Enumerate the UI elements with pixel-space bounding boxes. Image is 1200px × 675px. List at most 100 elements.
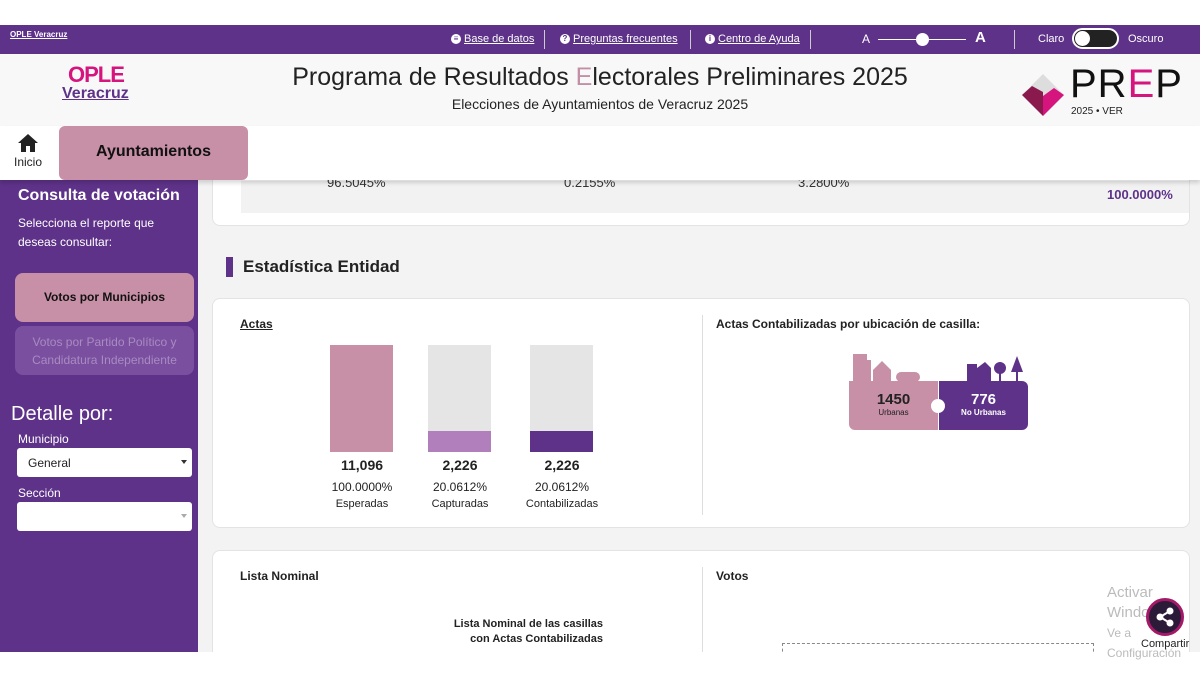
header: OPLE Veracruz Programa de Resultados Elec… <box>0 54 1200 126</box>
summary-pct: 96.5045% <box>327 180 386 190</box>
home-label: Inicio <box>13 155 42 169</box>
divider <box>702 567 703 652</box>
divider <box>810 30 811 49</box>
nav-bar: Inicio Ayuntamientos <box>0 126 1200 180</box>
share-icon <box>1156 607 1174 627</box>
lista-chart-title-line: con Actas Contabilizadas <box>470 633 603 645</box>
city-country-icon <box>853 354 1023 382</box>
tab-ayuntamientos[interactable]: Ayuntamientos <box>59 126 248 180</box>
actas-card: Actas 11,096 100.0000% Esperadas 2,226 20.06… <box>212 298 1190 528</box>
acta-value: 11,096 <box>340 457 384 473</box>
preguntas-link[interactable]: ? Preguntas frecuentes <box>560 33 678 45</box>
logo-top: OPLE <box>68 62 125 87</box>
no-urbanas-label: No Urbanas <box>961 408 1006 417</box>
summary-pct: 0.2155% <box>564 180 616 190</box>
page-subtitle: Elecciones de Ayuntamientos de Veracruz … <box>451 96 749 112</box>
chevron-down-icon <box>181 514 187 518</box>
prep-part: P <box>1155 62 1183 106</box>
font-large-label: A <box>975 29 986 46</box>
title-part: lectorales Preliminares 2025 <box>592 63 908 91</box>
home-button[interactable]: Inicio <box>10 134 46 169</box>
title-part: Programa de Resultados <box>292 63 576 91</box>
theme-dark-label: Oscuro <box>1128 33 1164 45</box>
acta-label: Esperadas <box>335 498 389 510</box>
divider <box>544 30 545 49</box>
title-part: E <box>575 63 593 91</box>
acta-bar-fill <box>530 430 593 452</box>
prep-subtext: 2025 • VER <box>1071 106 1123 117</box>
ubicacion-casilla: 1450 Urbanas 776 No Urbanas <box>849 354 1029 434</box>
urbanas-box: 1450 Urbanas <box>849 381 938 430</box>
seccion-select[interactable] <box>17 502 192 531</box>
logo-bottom: Veracruz <box>62 85 129 102</box>
acta-bar-contabilizadas <box>530 345 593 452</box>
acta-value: 2,226 <box>544 457 580 473</box>
ople-logo[interactable]: OPLE Veracruz <box>62 64 134 102</box>
municipio-value: General <box>28 456 71 470</box>
municipio-label: Municipio <box>18 432 69 446</box>
summary-card: 96.5045% 0.2155% 3.2800% 100.0000% <box>212 180 1190 226</box>
font-small-label: A <box>862 32 871 46</box>
connector-dot <box>931 399 945 413</box>
centro-ayuda-label: Centro de Ayuda <box>718 33 800 45</box>
votos-partido-button[interactable]: Votos por Partido Político y Candidatura… <box>15 326 194 375</box>
divider <box>690 30 691 49</box>
sidebar-prompt: Selecciona el reporte que deseas consult… <box>18 216 155 249</box>
municipio-select[interactable]: General <box>17 448 192 477</box>
summary-total: 100.0000% <box>1107 187 1173 202</box>
acta-label: Capturadas <box>431 498 489 510</box>
main-content: 96.5045% 0.2155% 3.2800% 100.0000% Estad… <box>198 180 1200 652</box>
chevron-down-icon <box>181 460 187 464</box>
urbanas-value: 1450 <box>876 391 911 408</box>
acta-pct: 20.0612% <box>432 480 488 494</box>
seccion-label: Sección <box>18 486 61 500</box>
actas-title[interactable]: Actas <box>240 317 273 331</box>
question-icon: ? <box>560 34 570 44</box>
lista-card: Lista Nominal Lista Nominal de las casil… <box>212 550 1190 652</box>
votos-chart-frame <box>782 643 1094 652</box>
toggle-knob <box>1075 31 1090 46</box>
detalle-heading: Detalle por: <box>11 403 114 425</box>
watermark-line: Ve a Configuración <box>1107 626 1182 660</box>
acta-pct: 20.0612% <box>534 480 590 494</box>
sidebar: Consulta de votación Selecciona el repor… <box>0 180 198 652</box>
base-datos-label: Base de datos <box>464 33 535 45</box>
ubicacion-title: Actas Contabilizadas por ubicación de ca… <box>716 317 981 331</box>
share-label: Compartir <box>1141 638 1190 650</box>
prep-logo: PREP 2025 • VER <box>1020 62 1190 118</box>
summary-pct: 3.2800% <box>798 180 850 190</box>
votos-municipios-button[interactable]: Votos por Municipios <box>15 273 194 322</box>
prep-part: E <box>1127 62 1156 106</box>
lista-chart-title-line: Lista Nominal de las casillas <box>453 618 603 630</box>
lista-title: Lista Nominal <box>240 569 319 583</box>
no-urbanas-box: 776 No Urbanas <box>939 381 1028 430</box>
acta-value: 2,226 <box>442 457 478 473</box>
urbanas-label: Urbanas <box>878 408 909 417</box>
no-urbanas-value: 776 <box>970 391 997 408</box>
divider <box>1014 30 1015 49</box>
votos-title: Votos <box>716 569 749 583</box>
prep-diamond-icon <box>1022 74 1064 116</box>
sidebar-heading: Consulta de votación <box>18 187 180 204</box>
top-bar: OPLE Veracruz ≡ Base de datos ? Preguntas … <box>0 25 1200 54</box>
section-title: Estadística Entidad <box>226 257 400 277</box>
theme-light-label: Claro <box>1038 33 1065 45</box>
prep-text: PREP <box>1070 62 1183 106</box>
divider <box>702 315 703 515</box>
summary-row: 96.5045% 0.2155% 3.2800% 100.0000% <box>241 180 1189 213</box>
page-title: Programa de Resultados Electorales Preli… <box>0 63 1200 92</box>
preguntas-label: Preguntas frecuentes <box>573 33 678 45</box>
prep-part: PR <box>1070 62 1128 106</box>
share-button[interactable] <box>1146 598 1184 636</box>
acta-bar-fill <box>330 345 393 452</box>
centro-ayuda-link[interactable]: i Centro de Ayuda <box>705 33 800 45</box>
info-icon: i <box>705 34 715 44</box>
acta-label: Contabilizadas <box>525 498 599 510</box>
theme-toggle[interactable] <box>1072 28 1119 49</box>
slider-knob[interactable] <box>916 33 929 46</box>
ople-mini-logo[interactable]: OPLE Veracruz <box>10 30 68 39</box>
lista-chart-title: Lista Nominal de las casillas con Actas C… <box>403 617 603 647</box>
font-size-slider[interactable] <box>878 33 966 46</box>
home-icon <box>18 134 38 152</box>
base-datos-link[interactable]: ≡ Base de datos <box>451 33 534 45</box>
